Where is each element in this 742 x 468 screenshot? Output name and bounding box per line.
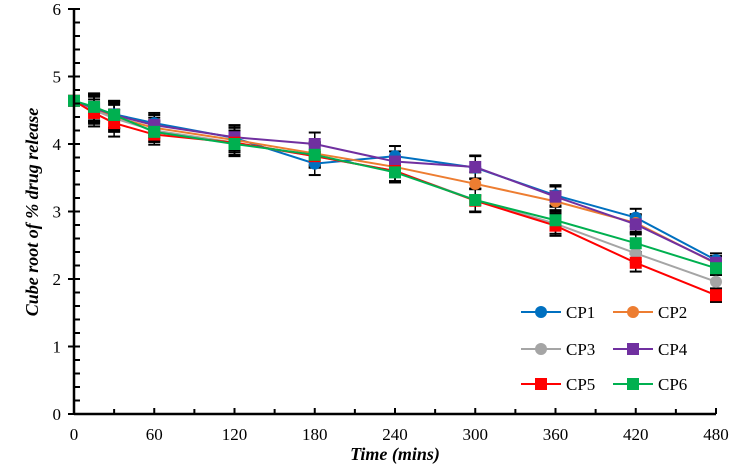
legend-label: CP1 [566,303,595,322]
legend-marker [535,306,547,318]
legend-label: CP5 [566,375,595,394]
point-cp4 [629,218,642,231]
point-cp6 [549,214,562,227]
point-cp6 [629,237,642,250]
legend-label: CP3 [566,340,595,359]
x-tick-label: 420 [623,425,649,444]
legend-marker [627,378,639,390]
y-axis-title: Cube root of % drug release [22,108,42,317]
x-tick-label: 120 [222,425,248,444]
y-tick-label: 2 [53,270,62,289]
point-cp6 [710,262,722,275]
point-cp4 [549,190,562,203]
axes [68,8,717,416]
point-cp5 [710,289,722,302]
legend-item-cp2: CP2 [613,303,687,322]
point-cp4 [469,160,482,173]
x-tick-label: 180 [302,425,328,444]
y-tick-label: 3 [53,203,62,222]
y-tick-label: 0 [53,405,62,424]
series-cp3 [68,94,722,288]
legend: CP1 CP2 CP3 CP4 CP5 CP6 [521,303,688,394]
y-tick-label: 6 [53,0,62,19]
x-tick-label: 240 [382,425,408,444]
point-cp6 [228,138,241,150]
series-cp6 [68,94,722,275]
legend-item-cp3: CP3 [521,340,595,359]
x-tick-label: 60 [146,425,163,444]
legend-item-cp5: CP5 [521,375,595,394]
point-cp6 [389,166,401,179]
point-cp4 [389,155,401,168]
point-cp6 [469,194,482,207]
legend-marker [535,343,547,355]
x-axis-title: Time (mins) [350,444,440,465]
point-cp6 [148,125,161,138]
point-cp2 [469,177,482,190]
point-cp6 [88,100,101,113]
x-tick-label: 300 [463,425,489,444]
legend-label: CP6 [658,375,687,394]
error-bars [88,92,722,303]
legend-item-cp1: CP1 [521,303,595,322]
x-tick-label: 360 [543,425,569,444]
point-cp3 [629,247,642,260]
legend-label: CP4 [658,340,688,359]
point-cp3 [710,275,722,288]
x-tick-label: 0 [70,425,79,444]
legend-item-cp4: CP4 [613,340,688,359]
y-tick-label: 5 [53,68,62,87]
legend-marker [627,343,639,355]
y-tick-label: 1 [53,338,62,357]
point-cp5 [629,256,642,269]
legend-label: CP2 [658,303,687,322]
point-cp4 [308,138,321,150]
x-tick-label: 480 [703,425,729,444]
series-lines [68,94,722,302]
legend-marker [627,306,639,318]
point-cp6 [308,148,321,161]
legend-marker [535,378,547,390]
point-cp6 [108,108,121,121]
legend-item-cp6: CP6 [613,375,687,394]
y-tick-label: 4 [53,135,62,154]
